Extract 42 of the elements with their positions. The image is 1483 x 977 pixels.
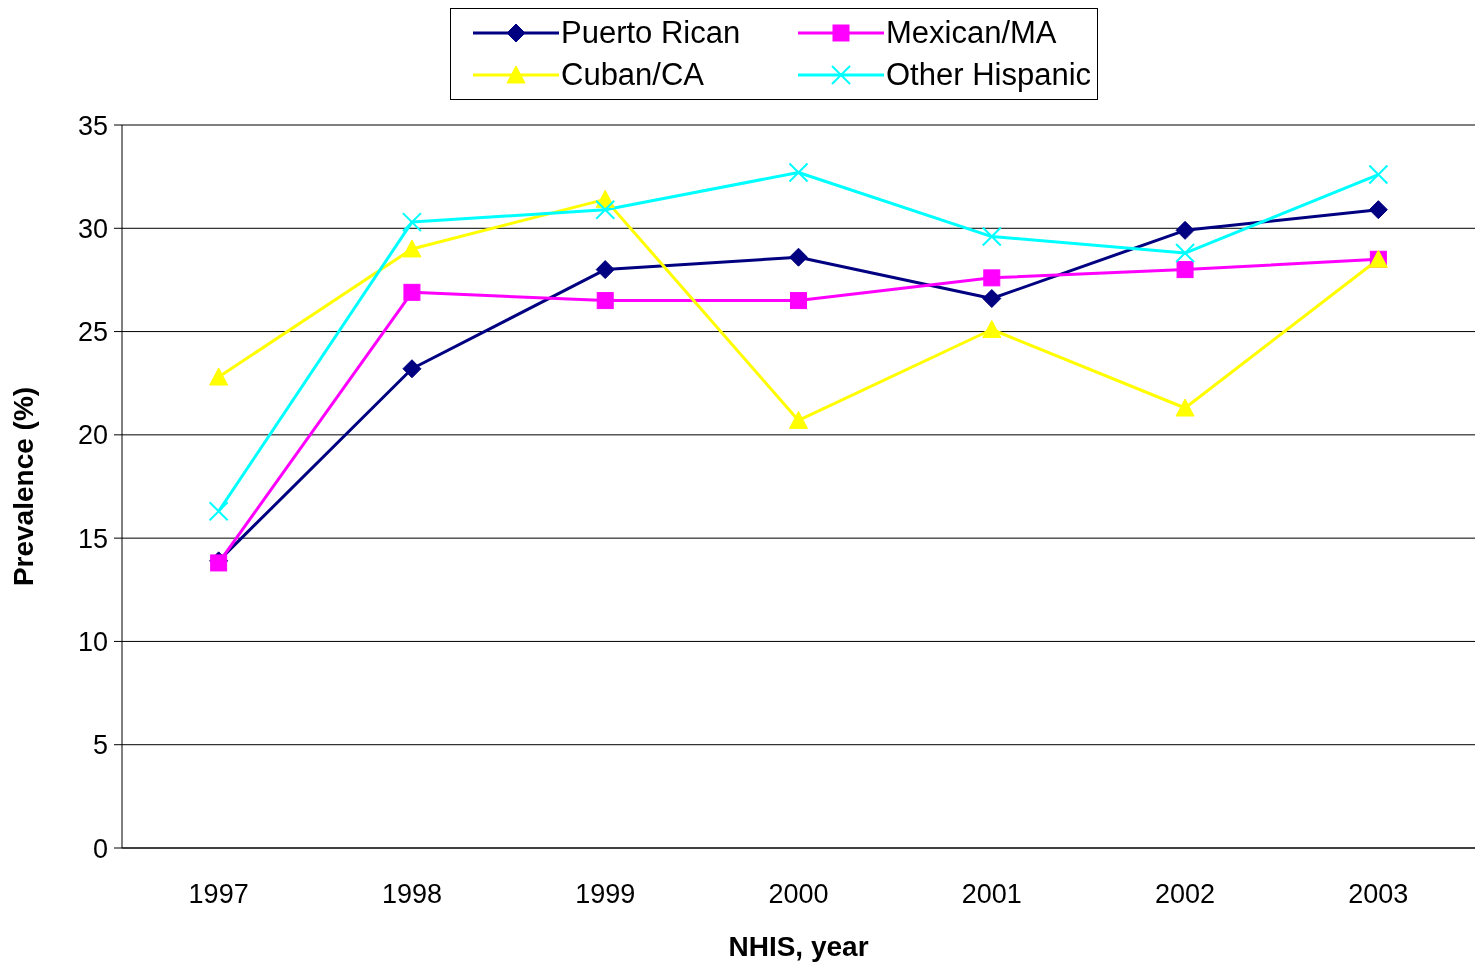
point <box>982 320 1002 339</box>
point <box>1368 200 1388 220</box>
point <box>788 162 809 183</box>
x-tick-label: 2001 <box>961 879 1022 910</box>
y-tick-label: 30 <box>77 213 108 244</box>
point <box>401 212 422 233</box>
point <box>789 410 808 429</box>
point <box>209 367 229 386</box>
y-tick-label: 0 <box>92 833 108 864</box>
point <box>1175 398 1195 417</box>
x-tick-label: 1999 <box>575 879 636 910</box>
point <box>789 247 808 267</box>
legend-label: Other Hispanic <box>886 57 1092 93</box>
legend-label: Puerto Rican <box>561 15 741 51</box>
x-tick-label: 1997 <box>188 879 249 910</box>
point <box>1176 261 1194 279</box>
y-axis-title: Prevalence (%) <box>7 386 39 587</box>
point <box>403 283 421 301</box>
point <box>208 501 229 522</box>
point <box>1175 243 1196 264</box>
point <box>402 359 422 379</box>
point <box>982 289 1002 309</box>
point <box>981 226 1002 247</box>
y-tick-label: 25 <box>77 317 108 348</box>
y-tick-label: 5 <box>92 730 108 761</box>
x-tick-label: 2000 <box>768 879 829 910</box>
y-tick-label: 35 <box>77 110 108 141</box>
x-tick-label: 1998 <box>381 879 442 910</box>
point <box>1175 220 1195 240</box>
x-tick-label: 2003 <box>1348 879 1409 910</box>
y-tick-label: 20 <box>77 420 108 451</box>
legend-label: Cuban/CA <box>561 57 705 93</box>
x-tick-label: 2002 <box>1155 879 1216 910</box>
point <box>983 269 1001 287</box>
point <box>595 199 616 220</box>
point <box>595 260 615 280</box>
point <box>790 292 807 310</box>
x-axis-title: NHIS, year <box>728 931 869 962</box>
y-tick-label: 10 <box>77 627 108 658</box>
point <box>596 292 614 310</box>
legend-label: Mexican/MA <box>886 15 1057 51</box>
y-tick-label: 15 <box>77 523 108 554</box>
